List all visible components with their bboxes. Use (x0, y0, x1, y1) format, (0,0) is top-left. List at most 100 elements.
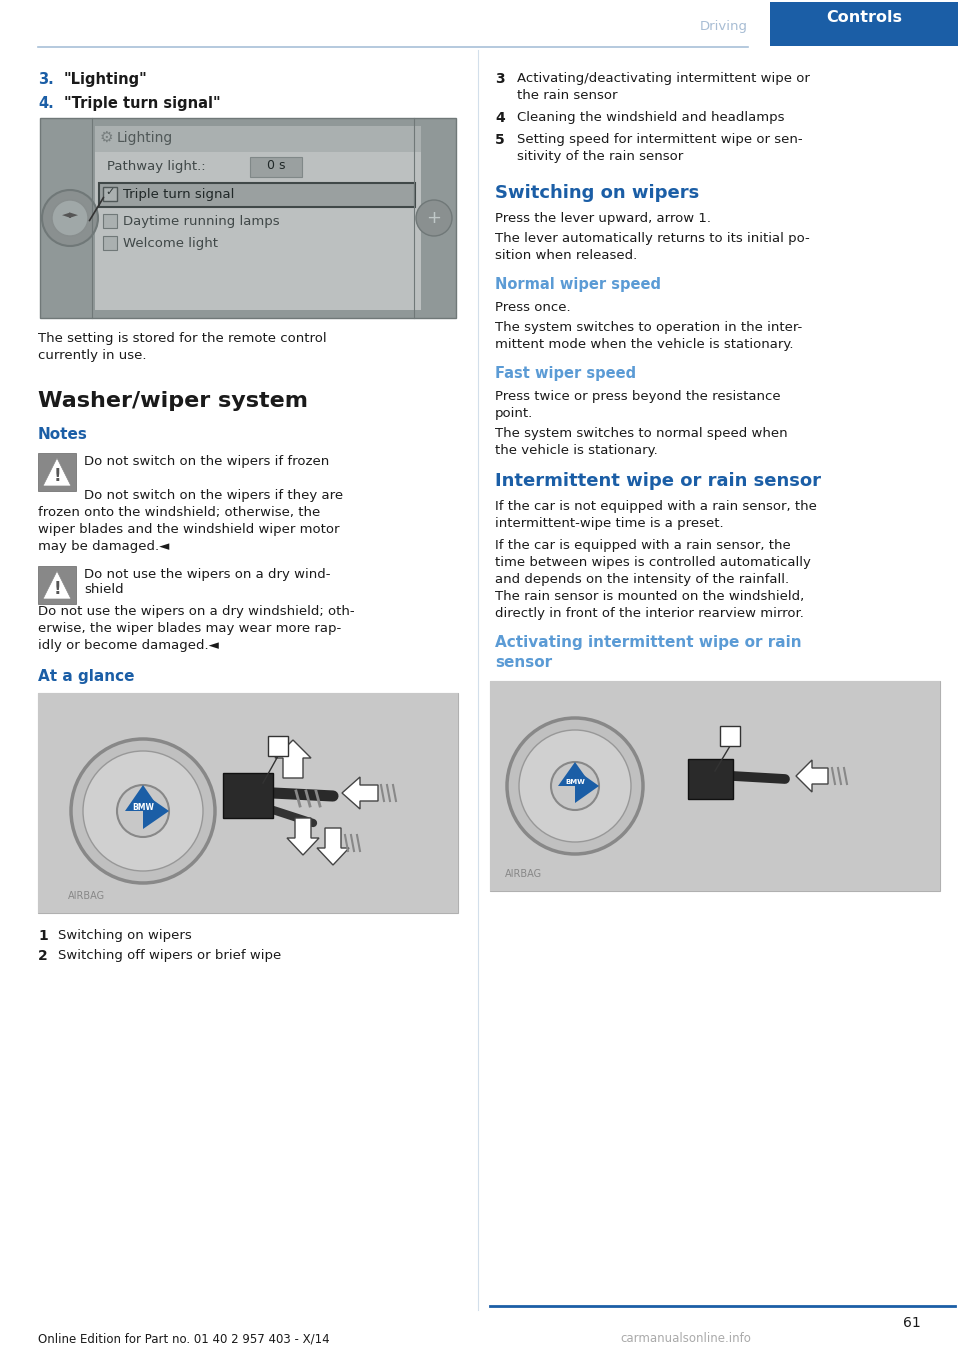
Polygon shape (43, 571, 71, 599)
Text: Setting speed for intermittent wipe or sen-: Setting speed for intermittent wipe or s… (517, 133, 803, 146)
Circle shape (71, 740, 215, 883)
Text: Switching off wipers or brief wipe: Switching off wipers or brief wipe (58, 949, 281, 962)
Text: Do not use the wipers on a dry wind-: Do not use the wipers on a dry wind- (84, 568, 330, 582)
Text: ◄►: ◄► (62, 210, 79, 221)
Text: Activating/deactivating intermittent wipe or: Activating/deactivating intermittent wip… (517, 72, 810, 84)
Text: the rain sensor: the rain sensor (517, 89, 617, 102)
Bar (99, 183, 415, 207)
Text: Controls: Controls (826, 10, 902, 25)
Text: The lever automatically returns to its initial po-: The lever automatically returns to its i… (495, 232, 809, 245)
Text: +: + (426, 208, 442, 227)
Circle shape (507, 718, 643, 854)
Text: 1: 1 (38, 929, 48, 943)
Text: "Lighting": "Lighting" (64, 72, 148, 87)
Text: idly or become damaged.◄: idly or become damaged.◄ (38, 639, 219, 652)
Text: sition when released.: sition when released. (495, 249, 637, 262)
Text: If the car is not equipped with a rain sensor, the: If the car is not equipped with a rain s… (495, 500, 817, 513)
Polygon shape (143, 793, 169, 829)
Bar (40, 118, 456, 317)
Polygon shape (342, 776, 378, 809)
Bar (38, 693, 458, 913)
Text: 5: 5 (726, 729, 734, 741)
Text: 4.: 4. (38, 95, 54, 110)
Bar (720, 726, 740, 746)
Text: Do not switch on the wipers if frozen: Do not switch on the wipers if frozen (84, 455, 329, 469)
Text: ✓: ✓ (105, 187, 114, 197)
Text: Intermittent wipe or rain sensor: Intermittent wipe or rain sensor (495, 473, 821, 490)
Text: directly in front of the interior rearview mirror.: directly in front of the interior rearvi… (495, 607, 804, 620)
Text: frozen onto the windshield; otherwise, the: frozen onto the windshield; otherwise, t… (38, 507, 321, 519)
Text: shield: shield (84, 583, 124, 597)
Circle shape (42, 191, 98, 247)
Bar (38, 567, 76, 603)
Text: Pathway light.:: Pathway light.: (107, 159, 205, 173)
Bar (95, 127, 421, 153)
Text: mittent mode when the vehicle is stationary.: mittent mode when the vehicle is station… (495, 338, 794, 351)
Text: 0 s: 0 s (267, 159, 285, 172)
Text: and depends on the intensity of the rainfall.: and depends on the intensity of the rain… (495, 573, 789, 586)
Text: The rain sensor is mounted on the windshield,: The rain sensor is mounted on the windsh… (495, 590, 804, 603)
Circle shape (83, 750, 203, 872)
Text: 3: 3 (495, 72, 505, 86)
Polygon shape (558, 761, 592, 786)
Circle shape (117, 785, 169, 838)
Text: The setting is stored for the remote control: The setting is stored for the remote con… (38, 332, 326, 345)
Polygon shape (43, 458, 71, 486)
Text: Normal wiper speed: Normal wiper speed (495, 276, 661, 291)
Text: BMW: BMW (132, 804, 154, 812)
Text: Notes: Notes (38, 428, 88, 443)
Bar (38, 454, 76, 490)
Text: 5: 5 (495, 133, 505, 147)
Text: Driving: Driving (700, 20, 748, 33)
Bar (250, 157, 302, 177)
Bar (490, 681, 940, 891)
Text: The system switches to normal speed when: The system switches to normal speed when (495, 428, 787, 440)
Bar (103, 214, 117, 227)
Text: carmanualsonline.info: carmanualsonline.info (620, 1332, 751, 1346)
Text: "Triple turn signal": "Triple turn signal" (64, 95, 221, 110)
Text: Online Edition for Part no. 01 40 2 957 403 - X/14: Online Edition for Part no. 01 40 2 957 … (38, 1332, 329, 1346)
Text: the vehicle is stationary.: the vehicle is stationary. (495, 444, 658, 458)
Text: 5: 5 (274, 738, 282, 750)
Text: 4: 4 (495, 110, 505, 125)
Text: Cleaning the windshield and headlamps: Cleaning the windshield and headlamps (517, 110, 784, 124)
Text: 3: 3 (818, 768, 826, 780)
Text: If the car is equipped with a rain sensor, the: If the car is equipped with a rain senso… (495, 539, 791, 552)
Text: Triple turn signal: Triple turn signal (123, 188, 234, 202)
Text: Switching on wipers: Switching on wipers (495, 184, 699, 202)
Text: Welcome light: Welcome light (123, 237, 218, 251)
Bar (103, 187, 117, 202)
Text: currently in use.: currently in use. (38, 349, 147, 362)
Circle shape (519, 730, 631, 842)
Text: time between wipes is controlled automatically: time between wipes is controlled automat… (495, 556, 811, 569)
Text: 2: 2 (329, 835, 337, 849)
Polygon shape (287, 819, 319, 855)
Text: erwise, the wiper blades may wear more rap-: erwise, the wiper blades may wear more r… (38, 622, 341, 635)
Circle shape (551, 761, 599, 810)
Text: AIRBAG: AIRBAG (505, 869, 542, 878)
Bar (223, 774, 273, 819)
Text: Press once.: Press once. (495, 301, 570, 315)
Bar (688, 759, 733, 799)
Text: ⚙: ⚙ (100, 129, 113, 144)
Text: 1: 1 (289, 746, 297, 759)
Text: Do not use the wipers on a dry windshield; oth-: Do not use the wipers on a dry windshiel… (38, 605, 354, 618)
Text: Washer/wiper system: Washer/wiper system (38, 391, 308, 411)
Bar (490, 681, 940, 891)
Bar (38, 693, 458, 913)
Bar (103, 236, 117, 251)
Text: Daytime running lamps: Daytime running lamps (123, 215, 279, 227)
Text: point.: point. (495, 407, 533, 419)
Text: wiper blades and the windshield wiper motor: wiper blades and the windshield wiper mo… (38, 523, 340, 537)
Text: Activating intermittent wipe or rain: Activating intermittent wipe or rain (495, 635, 802, 650)
Text: Press the lever upward, arrow 1.: Press the lever upward, arrow 1. (495, 212, 711, 225)
Polygon shape (575, 770, 599, 804)
Text: Do not switch on the wipers if they are: Do not switch on the wipers if they are (84, 489, 343, 503)
Bar (95, 127, 421, 311)
Text: Press twice or press beyond the resistance: Press twice or press beyond the resistan… (495, 390, 780, 403)
Text: At a glance: At a glance (38, 669, 134, 684)
Polygon shape (796, 760, 828, 791)
Text: AIRBAG: AIRBAG (68, 891, 106, 902)
Circle shape (416, 200, 452, 236)
Text: 3: 3 (369, 785, 377, 798)
